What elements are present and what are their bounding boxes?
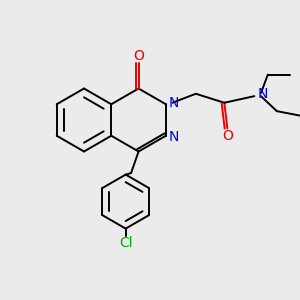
Text: O: O (133, 50, 144, 63)
Text: Cl: Cl (119, 236, 133, 250)
Text: N: N (168, 96, 178, 110)
Text: O: O (222, 129, 233, 143)
Text: N: N (168, 130, 178, 144)
Text: N: N (257, 87, 268, 101)
